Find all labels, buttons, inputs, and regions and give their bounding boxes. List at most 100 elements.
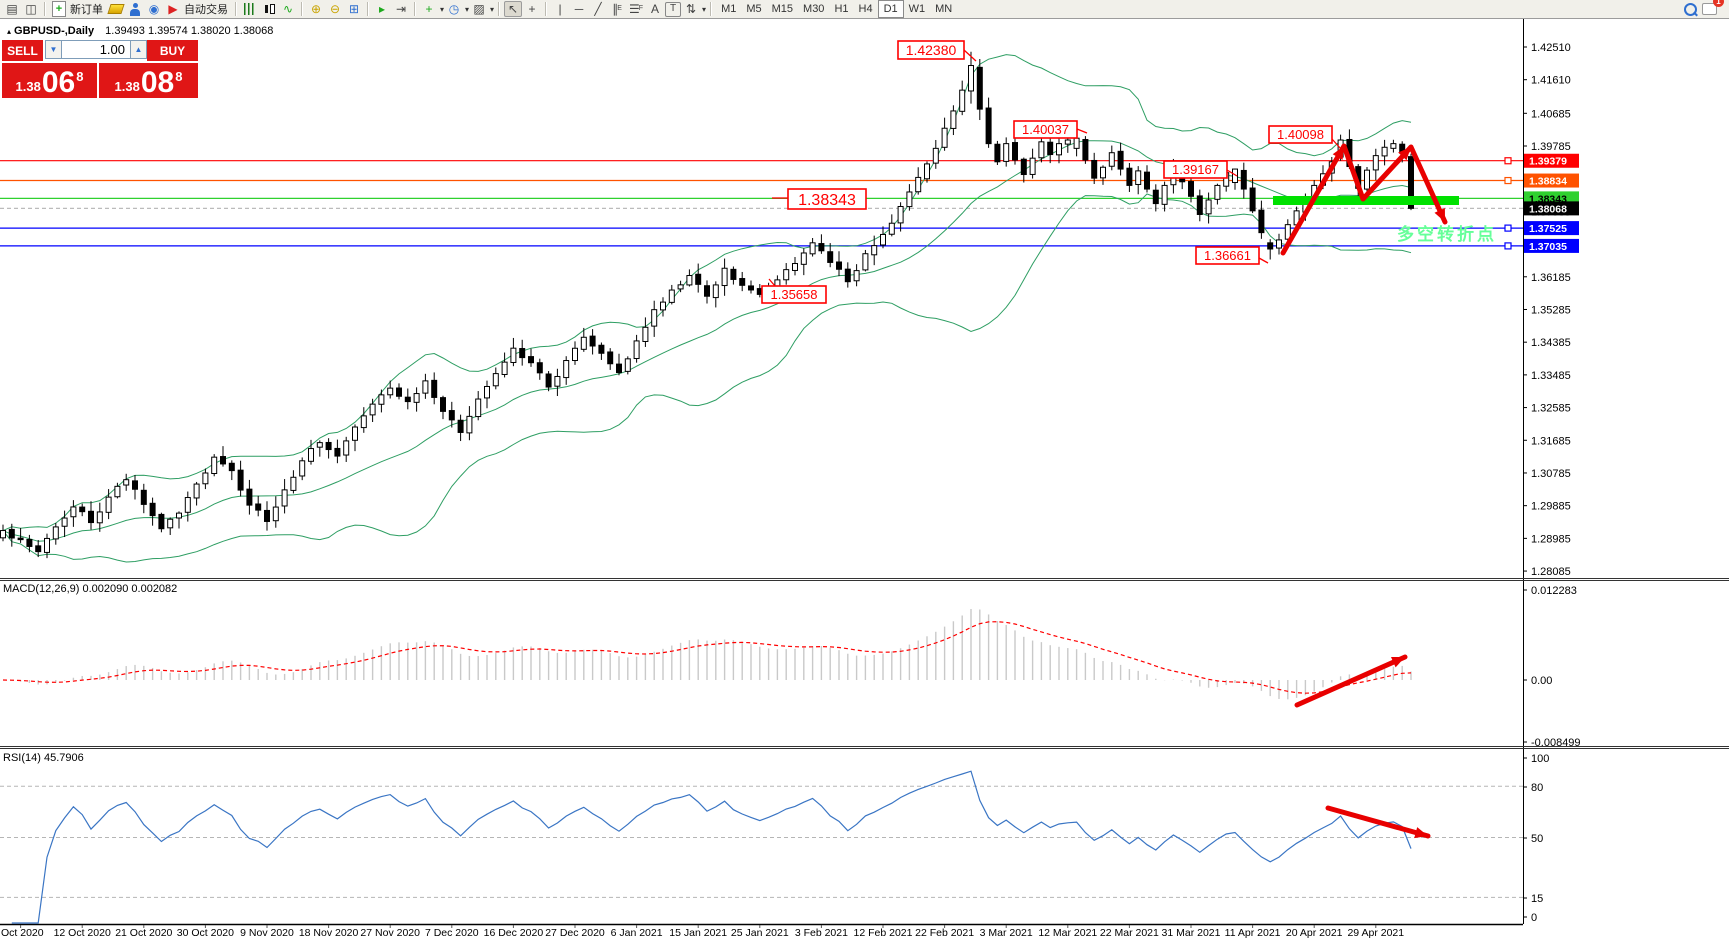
horizontal-line-tool-icon[interactable]: ─: [574, 2, 584, 16]
price-annotation-box: [897, 40, 965, 60]
date-tick-label: 12 Mar 2021: [1038, 927, 1097, 939]
ohlc-high: 1.39574: [147, 25, 188, 37]
price-tick-label: 1.36185: [1531, 272, 1571, 284]
ohlc-close: 1.38068: [233, 25, 274, 37]
zoom-in-icon[interactable]: ⊕: [310, 2, 322, 16]
collapse-triangle-icon[interactable]: ▴: [7, 27, 12, 36]
indicators-caret-icon[interactable]: ▾: [440, 4, 445, 14]
date-tick-label: 12 Oct 2020: [54, 927, 111, 939]
trendline-tool-icon[interactable]: ╱: [594, 2, 602, 16]
price-annotation-text: 1.40098: [1277, 127, 1324, 142]
new-chart-icon[interactable]: ▤: [6, 2, 18, 16]
candlestick-chart-icon[interactable]: [260, 1, 278, 17]
text-tool-icon[interactable]: A: [651, 2, 660, 16]
date-tick-label: 27 Nov 2020: [360, 927, 420, 939]
rsi-tick-label: 100: [1531, 753, 1549, 765]
date-tick-label: 6 Jan 2021: [611, 927, 663, 939]
broadcast-icon[interactable]: ◉: [148, 2, 160, 16]
arrows-tool-icon[interactable]: ⇅: [686, 2, 697, 16]
timeframe-M30[interactable]: M30: [803, 3, 825, 15]
timeframe-W1[interactable]: W1: [908, 3, 926, 15]
timeframe-H1[interactable]: H1: [834, 3, 849, 15]
timeframe-M1[interactable]: M1: [721, 3, 737, 15]
chart-profiles-icon[interactable]: ◫: [25, 2, 37, 16]
price-line-label: [1524, 201, 1579, 216]
indicators-icon[interactable]: +: [425, 2, 433, 16]
svg-text:1.37035: 1.37035: [1529, 241, 1567, 253]
date-tick-label: 3 Feb 2021: [795, 927, 848, 939]
price-tick-label: 1.35285: [1531, 304, 1571, 316]
fibonacci-tool-icon[interactable]: ☰ F: [629, 2, 644, 16]
arrows-caret-icon[interactable]: ▾: [702, 4, 707, 14]
price-chart-svg[interactable]: 1.425101.416101.406851.397851.388851.379…: [0, 19, 1729, 946]
periods-caret-icon[interactable]: ▾: [465, 4, 470, 14]
date-tick-label: 29 Apr 2021: [1347, 927, 1404, 939]
bar-chart-icon[interactable]: [241, 1, 259, 17]
cursor-tool-icon[interactable]: ↖: [504, 1, 523, 17]
tile-windows-icon[interactable]: ⊞: [348, 2, 360, 16]
timeframe-M5[interactable]: M5: [746, 3, 762, 15]
timeframe-M15[interactable]: M15: [771, 3, 794, 15]
templates-caret-icon[interactable]: ▾: [490, 4, 495, 14]
auto-trading-icon[interactable]: ▶: [168, 2, 178, 16]
volume-decrease-button[interactable]: ▼: [45, 40, 62, 59]
macd-panel: MACD(12,26,9) 0.002090 0.002082 0.012283 0…: [2, 583, 1581, 749]
symbol-ohlc-line: ▴ GBPUSD-,Daily 1.39493 1.39574 1.38020 1…: [7, 25, 273, 37]
vertical-line-tool-icon[interactable]: |: [558, 2, 562, 16]
volume-input[interactable]: [62, 40, 131, 59]
channel-tool-icon[interactable]: ∥ E: [612, 2, 622, 16]
sell-button[interactable]: SELL: [2, 40, 43, 61]
price-tick-label: 1.30785: [1531, 468, 1571, 480]
date-tick-label: 15 Jan 2021: [669, 927, 727, 939]
community-person-icon[interactable]: [126, 1, 144, 17]
price-line-label: [1524, 238, 1579, 253]
toolbar-separator: [235, 2, 237, 16]
rsi-tick-label: 50: [1531, 833, 1543, 845]
gold-icon[interactable]: [107, 1, 125, 17]
toolbar-separator: [367, 2, 369, 16]
price-annotation-text: 1.36661: [1204, 248, 1251, 263]
text-label-tool-icon[interactable]: T: [665, 1, 682, 17]
price-annotation-box: [1268, 125, 1333, 144]
price-annotation-box: [787, 188, 867, 210]
timeframe-MN[interactable]: MN: [935, 3, 953, 15]
crosshair-tool-icon[interactable]: +: [528, 2, 536, 16]
rsi-label: RSI(14) 45.7906: [3, 752, 84, 764]
zoom-out-icon[interactable]: ⊖: [329, 2, 341, 16]
line-chart-icon[interactable]: ∿: [282, 2, 294, 16]
toolbar-separator: [710, 2, 713, 16]
volume-increase-button[interactable]: ▲: [130, 40, 147, 59]
auto-scroll-icon[interactable]: ▸: [378, 2, 386, 16]
new-order-label[interactable]: 新订单: [70, 4, 103, 16]
chart-canvas[interactable]: ▴ GBPUSD-,Daily 1.39493 1.39574 1.38020 1…: [0, 19, 1729, 946]
svg-text:1.38068: 1.38068: [1529, 203, 1567, 215]
search-icon[interactable]: [1681, 1, 1699, 17]
svg-text:1.39379: 1.39379: [1529, 156, 1567, 168]
date-tick-label: 12 Feb 2021: [854, 927, 913, 939]
templates-icon[interactable]: ▨: [473, 2, 485, 16]
price-annotation-box: [1163, 160, 1228, 179]
new-order-icon[interactable]: +: [50, 1, 68, 17]
date-tick-label: 16 Dec 2020: [484, 927, 544, 939]
price-annotation-text: 1.38343: [798, 192, 856, 209]
periods-icon[interactable]: ◷: [448, 2, 460, 16]
date-tick-label: 22 Mar 2021: [1100, 927, 1159, 939]
chart-shift-icon[interactable]: ⇥: [395, 2, 407, 16]
buy-button[interactable]: BUY: [147, 40, 198, 61]
date-tick-label: 20 Apr 2021: [1286, 927, 1343, 939]
price-tick-label: 1.40685: [1531, 108, 1571, 120]
price-annotation-box: [761, 285, 827, 304]
price-tick-label: 1.41610: [1531, 75, 1571, 87]
macd-tick-label: -0.008499: [1531, 737, 1581, 749]
date-axis-layer: Oct 2020 12 Oct 2020 21 Oct 2020 30 Oct 202…: [1, 925, 1404, 939]
sell-price[interactable]: 1.38 06 8: [2, 63, 97, 98]
auto-trading-label[interactable]: 自动交易: [184, 4, 228, 16]
trend-arrow: [1325, 805, 1431, 839]
notifications-icon[interactable]: 1: [1700, 0, 1724, 17]
timeframe-D1[interactable]: D1: [877, 0, 904, 18]
rsi-panel: RSI(14) 45.7906 100 80 50 15 0: [0, 752, 1549, 924]
buy-price[interactable]: 1.38 08 8: [99, 63, 198, 98]
toolbar-separator: [301, 2, 303, 16]
timeframe-H4[interactable]: H4: [858, 3, 873, 15]
